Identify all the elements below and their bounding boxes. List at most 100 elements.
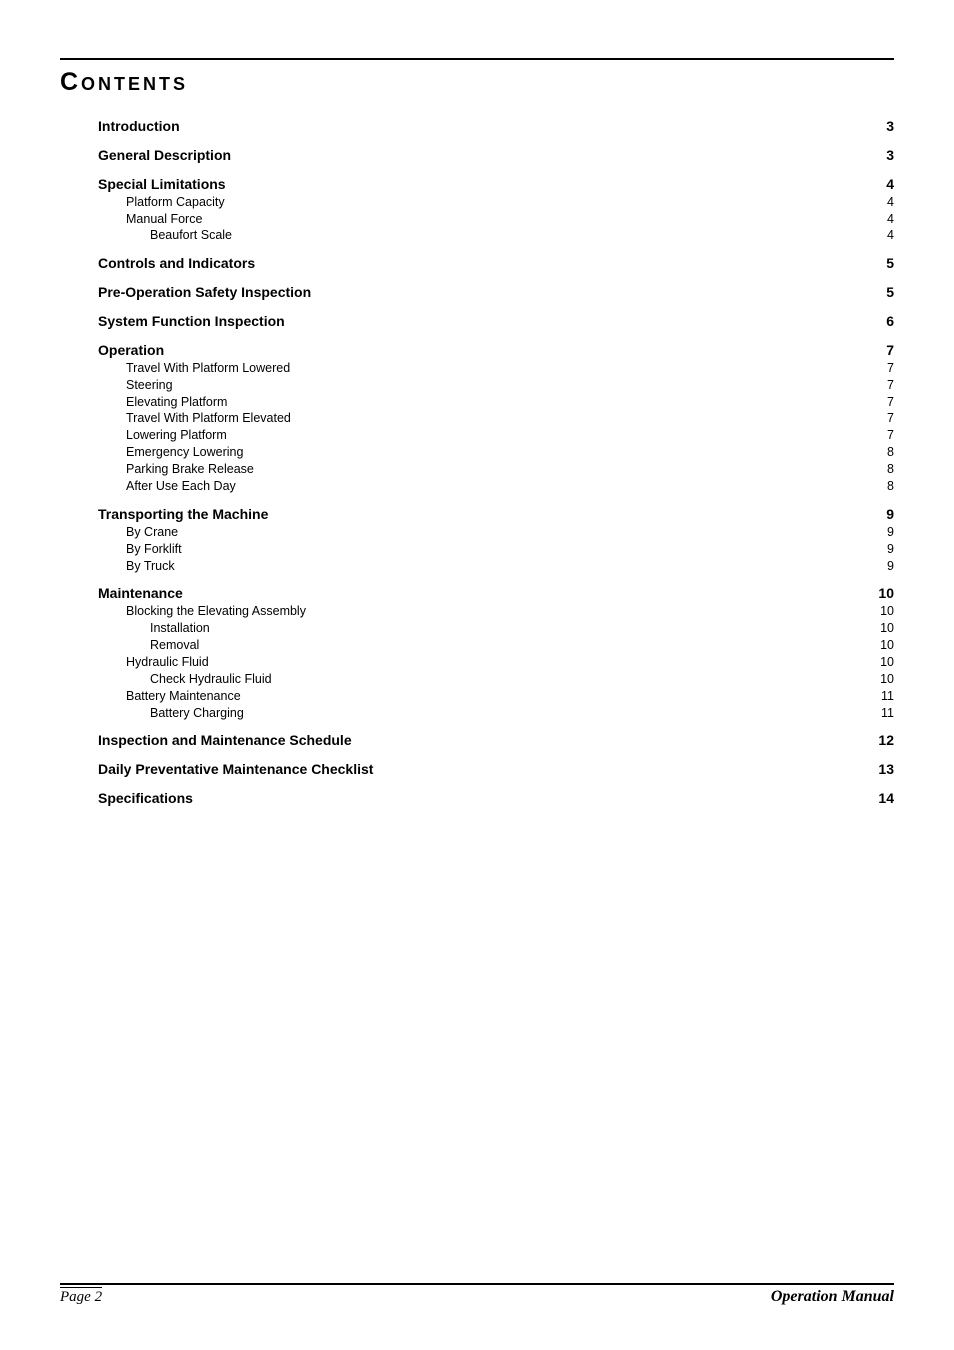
- toc-page-number: 8: [881, 461, 894, 478]
- toc-entry: Lowering Platform 7: [126, 427, 894, 444]
- toc-label: Special Limitations: [98, 175, 226, 194]
- toc-entry: Elevating Platform 7: [126, 394, 894, 411]
- toc-label: By Forklift: [126, 541, 182, 558]
- toc-page-number: 14: [872, 789, 894, 808]
- toc-page-number: 9: [881, 524, 894, 541]
- page: Contents Introduction3General Descriptio…: [0, 0, 954, 1350]
- toc-page-number: 13: [872, 760, 894, 779]
- toc-label: Specifications: [98, 789, 193, 808]
- toc-page-number: 9: [881, 558, 894, 575]
- toc-entry: Controls and Indicators 5: [98, 254, 894, 273]
- toc-entry: By Crane 9: [126, 524, 894, 541]
- toc-page-number: 7: [881, 360, 894, 377]
- toc-entry: Travel With Platform Elevated 7: [126, 410, 894, 427]
- bottom-rule: [60, 1283, 894, 1285]
- toc-label: Daily Preventative Maintenance Checklist: [98, 760, 373, 779]
- toc-page-number: 10: [874, 620, 894, 637]
- toc-page-number: 3: [880, 146, 894, 165]
- toc-page-number: 9: [880, 505, 894, 524]
- toc-entry: Manual Force 4: [126, 211, 894, 228]
- toc-page-number: 8: [881, 444, 894, 461]
- toc-entry: Inspection and Maintenance Schedule 12: [98, 731, 894, 750]
- toc-page-number: 7: [881, 377, 894, 394]
- toc-entry: Parking Brake Release 8: [126, 461, 894, 478]
- toc-entry: General Description 3: [98, 146, 894, 165]
- toc-label: Check Hydraulic Fluid: [150, 671, 272, 688]
- toc-page-number: 8: [881, 478, 894, 495]
- toc-label: Elevating Platform: [126, 394, 227, 411]
- toc-page-number: 9: [881, 541, 894, 558]
- toc-label: Platform Capacity: [126, 194, 225, 211]
- toc-entry: Installation 10: [150, 620, 894, 637]
- toc-entry: Blocking the Elevating Assembly10: [126, 603, 894, 620]
- page-title: Contents: [60, 68, 894, 97]
- toc-label: Maintenance: [98, 584, 183, 603]
- toc-label: Battery Maintenance: [126, 688, 241, 705]
- toc-page-number: 7: [881, 410, 894, 427]
- toc-label: Controls and Indicators: [98, 254, 255, 273]
- footer-manual-name: Operation Manual: [771, 1288, 894, 1306]
- toc-label: Parking Brake Release: [126, 461, 254, 478]
- toc-page-number: 10: [874, 671, 894, 688]
- toc-label: Lowering Platform: [126, 427, 227, 444]
- toc-entry: Steering7: [126, 377, 894, 394]
- toc-page-number: 4: [880, 175, 894, 194]
- toc-page-number: 11: [875, 688, 894, 705]
- toc-entry: By Truck 9: [126, 558, 894, 575]
- toc-page-number: 5: [880, 283, 894, 302]
- toc-label: Beaufort Scale: [150, 227, 232, 244]
- toc-label: Hydraulic Fluid: [126, 654, 209, 671]
- footer: Page 2 Operation Manual: [60, 1287, 894, 1306]
- toc-label: By Crane: [126, 524, 178, 541]
- toc-label: Travel With Platform Lowered: [126, 360, 290, 377]
- toc-page-number: 6: [880, 312, 894, 331]
- toc-label: System Function Inspection: [98, 312, 285, 331]
- toc-label: Installation: [150, 620, 210, 637]
- toc-page-number: 10: [872, 584, 894, 603]
- toc-page-number: 3: [880, 117, 894, 136]
- toc-entry: By Forklift 9: [126, 541, 894, 558]
- toc-label: Inspection and Maintenance Schedule: [98, 731, 352, 750]
- toc-page-number: 12: [872, 731, 894, 750]
- toc-label: Manual Force: [126, 211, 202, 228]
- toc-page-number: 10: [874, 637, 894, 654]
- toc-label: Transporting the Machine: [98, 505, 268, 524]
- footer-page-number: Page 2: [60, 1287, 102, 1306]
- toc-entry: Hydraulic Fluid 10: [126, 654, 894, 671]
- toc-entry: Check Hydraulic Fluid 10: [150, 671, 894, 688]
- toc-label: Introduction: [98, 117, 180, 136]
- toc-entry: Special Limitations 4: [98, 175, 894, 194]
- toc-entry: Specifications 14: [98, 789, 894, 808]
- top-rule: [60, 58, 894, 60]
- toc-entry: After Use Each Day8: [126, 478, 894, 495]
- toc-page-number: 7: [880, 341, 894, 360]
- toc-entry: Introduction 3: [98, 117, 894, 136]
- table-of-contents: Introduction 3 General Description 3 Special…: [60, 107, 894, 808]
- toc-label: By Truck: [126, 558, 175, 575]
- toc-label: General Description: [98, 146, 231, 165]
- toc-page-number: 10: [874, 654, 894, 671]
- toc-label: Travel With Platform Elevated: [126, 410, 291, 427]
- toc-page-number: 4: [881, 194, 894, 211]
- toc-entry: Platform Capacity 4: [126, 194, 894, 211]
- toc-label: Battery Charging: [150, 705, 244, 722]
- toc-page-number: 7: [881, 394, 894, 411]
- toc-label: Operation: [98, 341, 164, 360]
- toc-entry: Operation 7: [98, 341, 894, 360]
- toc-page-number: 10: [874, 603, 894, 620]
- spacer: [60, 808, 894, 1277]
- toc-page-number: 4: [881, 227, 894, 244]
- toc-entry: Travel With Platform Lowered 7: [126, 360, 894, 377]
- toc-page-number: 4: [881, 211, 894, 228]
- toc-label: Removal: [150, 637, 199, 654]
- toc-page-number: 5: [880, 254, 894, 273]
- toc-entry: System Function Inspection 6: [98, 312, 894, 331]
- toc-entry: Battery Maintenance 11: [126, 688, 894, 705]
- toc-entry: Removal 10: [150, 637, 894, 654]
- toc-page-number: 7: [881, 427, 894, 444]
- toc-entry: Emergency Lowering 8: [126, 444, 894, 461]
- toc-label: Pre-Operation Safety Inspection: [98, 283, 311, 302]
- toc-entry: Pre-Operation Safety Inspection 5: [98, 283, 894, 302]
- toc-entry: Daily Preventative Maintenance Checklist…: [98, 760, 894, 779]
- toc-label: Emergency Lowering: [126, 444, 243, 461]
